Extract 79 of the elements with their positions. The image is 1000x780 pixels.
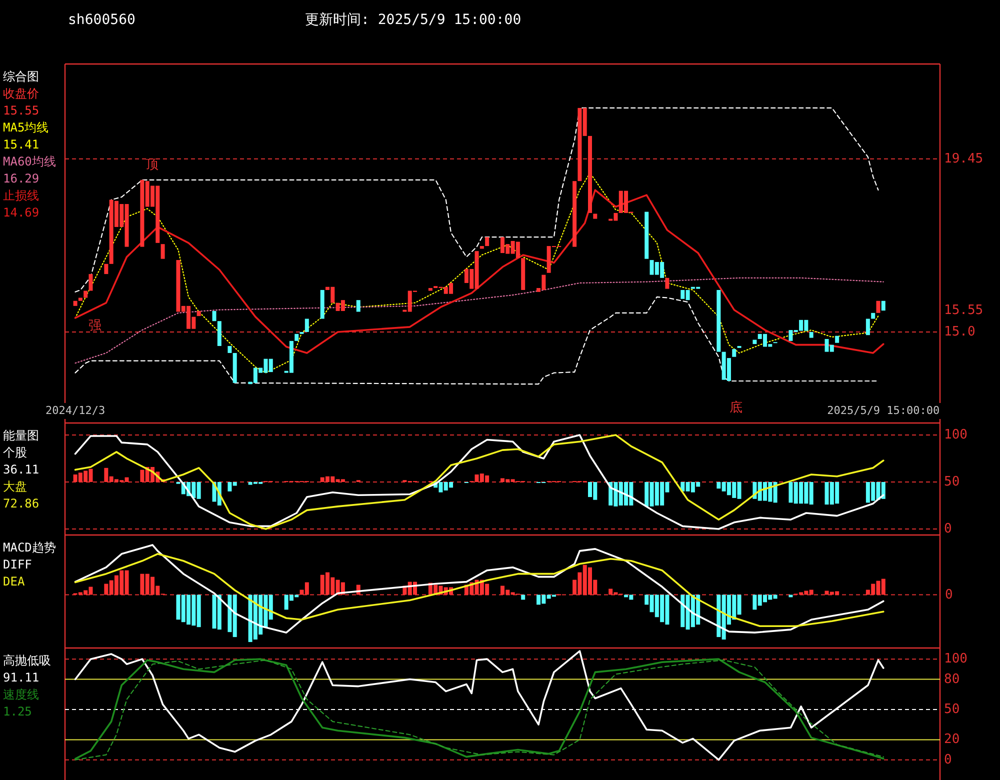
line-series [74,277,884,364]
text: 14.69 [3,205,40,220]
candlestick [593,214,598,219]
candlestick [104,264,108,274]
candlestick [835,336,840,343]
candlestick [294,334,299,341]
y-tick-label: 0 [944,522,952,537]
candlestick [480,246,484,249]
text: 速度线 [3,687,39,702]
y-tick-label: 100 [944,652,968,667]
y-tick-label: 20 [944,732,960,748]
candlestick [521,258,526,290]
text: MA60均线 [3,154,56,168]
candlestick [228,346,232,353]
annotation: 强 [88,318,102,334]
candlestick [485,237,490,246]
candlestick [732,349,736,357]
y-tick-label: 0 [944,752,952,768]
candlestick [73,300,78,306]
candlestick [572,181,577,247]
annotation: 底 [730,400,742,416]
candlestick [588,136,592,213]
candlestick [428,288,432,291]
x-tick-label: 2024/12/3 [45,404,106,418]
text: DIFF [3,557,32,572]
candlestick [160,244,165,259]
text: MA5均线 [3,120,49,134]
line-series [74,296,879,385]
text: 高抛低吸 [3,653,51,668]
candlestick [88,274,93,291]
chart-subtitle: 更新时间: 2025/5/9 15:00:00 [305,12,522,28]
candlestick [871,312,876,319]
text: 收盘价 [3,86,39,100]
text: 91.11 [3,670,40,684]
candlestick [881,300,886,311]
line-series [74,434,884,530]
text: 止损线 [3,188,39,202]
bar [788,594,793,598]
candlestick [752,340,757,344]
legend-title: 综合图 [3,69,39,84]
y-tick-label: 15.55 [944,303,984,318]
candlestick [809,332,814,338]
text: 36.11 [3,462,40,476]
text: 72.86 [3,496,40,510]
candlestick [716,290,721,352]
y-tick-label: 100 [944,428,968,443]
y-tick-label: 15.0 [944,324,976,340]
text: 大盘 [3,479,27,494]
candlestick [217,321,222,346]
text: 16.29 [3,171,40,186]
y-tick-label: 50 [944,474,960,490]
legend-title: MACD趋势 [3,540,56,554]
candlestick [196,310,201,316]
chart-title: sh600560 [68,12,136,28]
text: 15.41 [3,137,40,152]
text: DEA [3,574,26,588]
text: 1.25 [3,704,32,718]
candlestick [212,310,216,322]
annotation: 顶 [146,158,158,173]
candlestick [356,300,360,312]
candlestick [304,318,309,332]
line-series [74,189,884,354]
candlestick [665,278,670,289]
y-tick-label: 19.45 [944,151,984,166]
text: 个股 [3,445,27,460]
candlestick [866,318,870,336]
legend-title: 能量图 [3,428,39,442]
candlestick [84,290,88,298]
candlestick [78,298,82,301]
line-series [74,107,879,292]
text: 15.55 [3,103,40,118]
candlestick [320,290,324,319]
candlestick [232,352,237,383]
candlestick [644,212,649,259]
bar [521,594,526,600]
x-tick-label: 2025/5/9 15:00:00 [827,404,940,418]
candlestick [876,300,880,313]
y-tick-label: 50 [944,702,960,718]
y-tick-label: 80 [944,672,960,687]
